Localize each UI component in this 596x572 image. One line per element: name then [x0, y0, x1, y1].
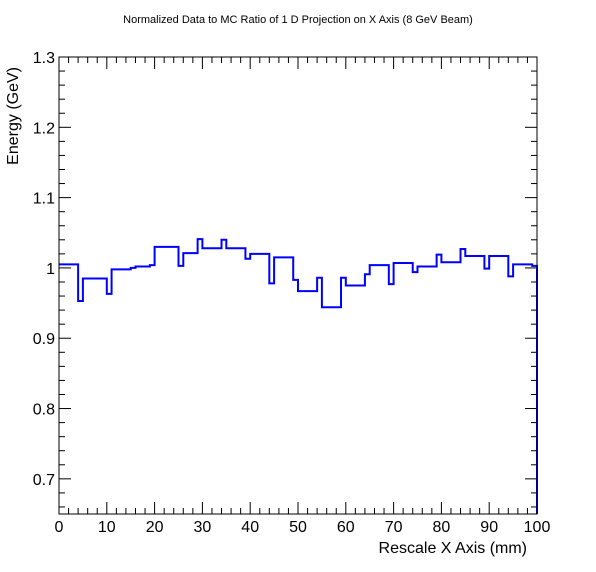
x-tick-label: 30 [194, 519, 212, 536]
y-tick-label: 0.8 [33, 402, 55, 419]
x-tick-label: 70 [385, 519, 403, 536]
series-layer [59, 238, 538, 514]
x-tick-label: 40 [241, 519, 259, 536]
y-tick-label: 1.3 [33, 50, 55, 67]
y-tick-label: 0.7 [33, 472, 55, 489]
x-tick-label: 60 [337, 519, 355, 536]
x-axis-label: Rescale X Axis (mm) [379, 540, 527, 557]
y-tick-label: 1.1 [33, 191, 55, 208]
series-line-ratio [59, 238, 538, 514]
x-tick-label: 80 [433, 519, 451, 536]
y-tick-label: 1.2 [33, 120, 55, 137]
x-tick-label: 90 [480, 519, 498, 536]
x-tick-label: 0 [55, 519, 64, 536]
y-tick-label: 1 [46, 261, 55, 278]
x-tick-label: 10 [98, 519, 116, 536]
chart-title: Normalized Data to MC Ratio of 1 D Proje… [123, 14, 473, 26]
plot-frame [58, 56, 538, 515]
x-tick-label: 100 [524, 519, 551, 536]
x-tick-label: 20 [146, 519, 164, 536]
axis-ticks: 0 10 20 30 40 50 60 70 80 90 100 0.7 0.8 0.9 1 1.1 1.2 1.… [33, 50, 551, 536]
y-axis-label: Energy (GeV) [5, 67, 22, 165]
y-tick-label: 0.9 [33, 331, 55, 348]
x-tick-label: 50 [289, 519, 307, 536]
